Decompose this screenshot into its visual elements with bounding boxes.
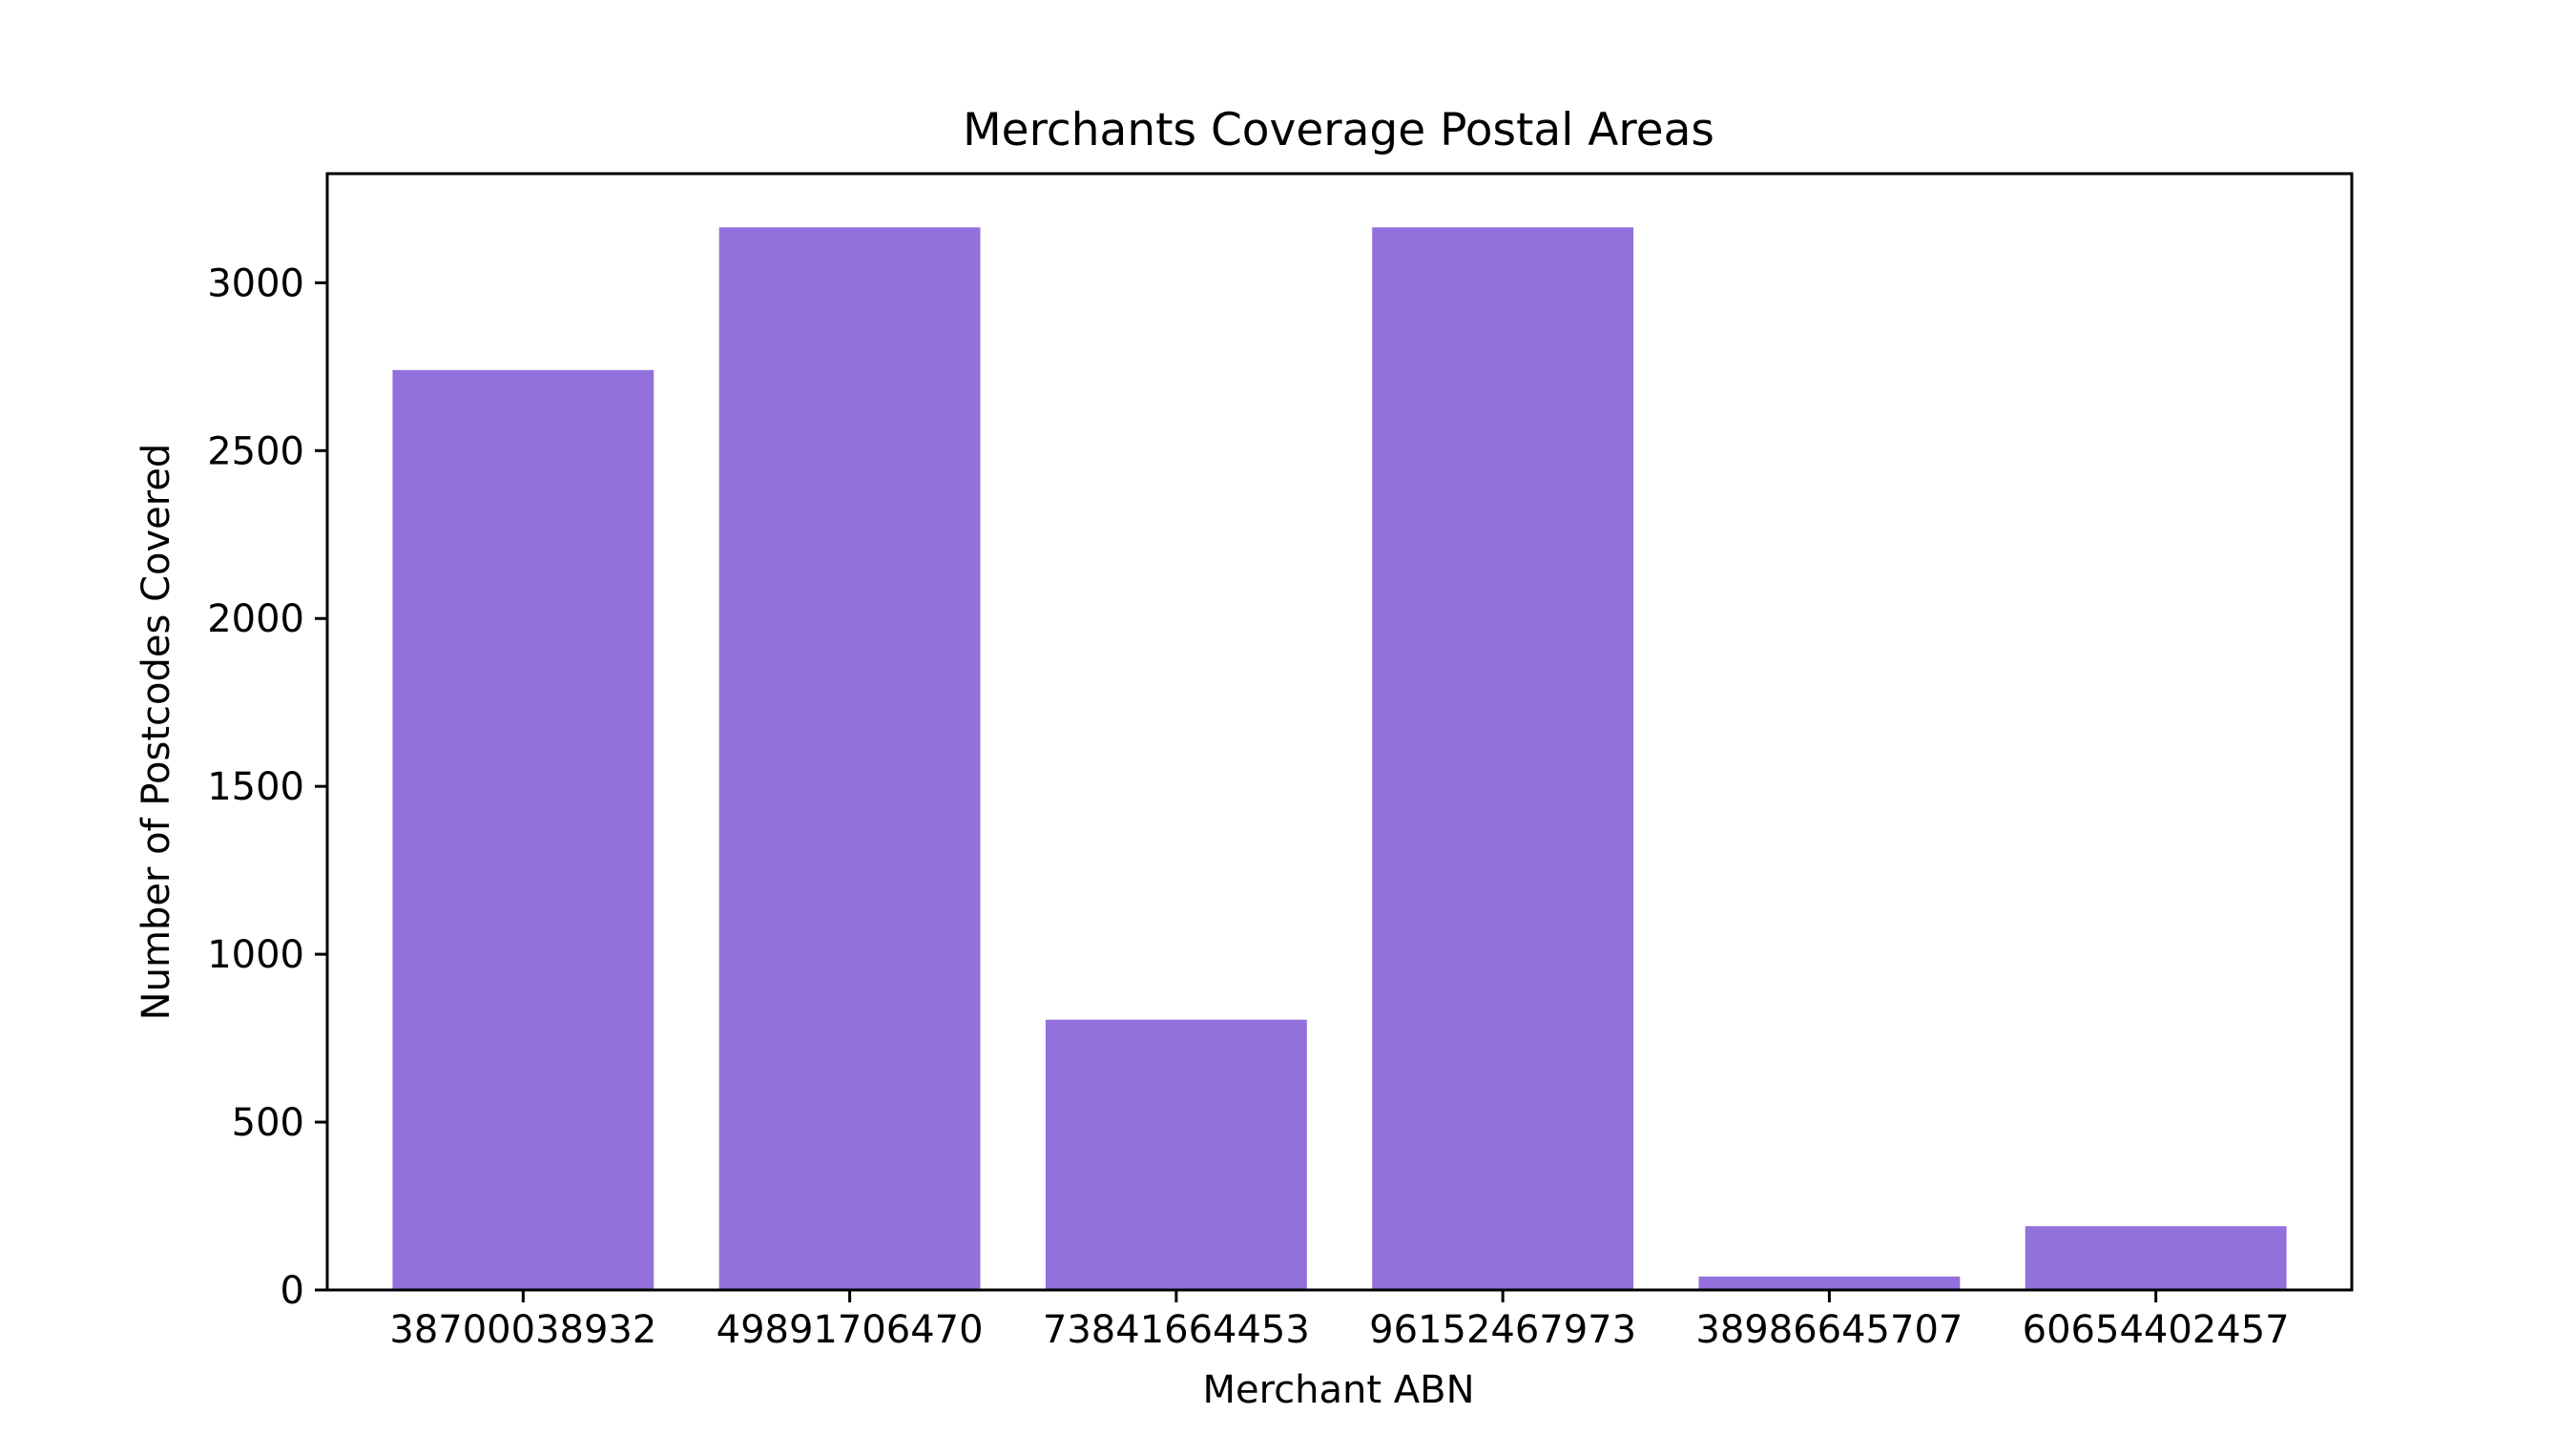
- y-tick-label: 2500: [207, 429, 304, 473]
- y-tick-label: 3000: [207, 261, 304, 305]
- plot-frame: [325, 172, 2354, 1292]
- y-tick-label: 2000: [207, 597, 304, 641]
- y-tick-label: 1000: [207, 933, 304, 977]
- x-tick-label: 38986645707: [1695, 1308, 1963, 1352]
- bar-73841664453: [1045, 1019, 1307, 1290]
- bar-96152467973: [1372, 227, 1634, 1290]
- x-tick-label: 96152467973: [1369, 1308, 1636, 1352]
- x-axis-label: Merchant ABN: [1202, 1368, 1474, 1412]
- x-tick-label: 60654402457: [2023, 1308, 2290, 1352]
- x-axis: 38700038932 49891706470 73841664453 9615246…: [389, 1290, 2290, 1352]
- y-axis: 0 500 1000 1500 2000 2500 3000: [207, 261, 327, 1313]
- bar-49891706470: [718, 227, 981, 1290]
- bar-38700038932: [392, 369, 654, 1290]
- bar-60654402457: [2025, 1226, 2287, 1290]
- bars-group: [392, 227, 2287, 1290]
- chart-title: Merchants Coverage Postal Areas: [963, 104, 1714, 156]
- bar-38986645707: [1698, 1276, 1961, 1290]
- x-tick-label: 49891706470: [717, 1308, 984, 1352]
- y-tick-label: 0: [280, 1269, 304, 1313]
- y-tick-label: 500: [232, 1101, 304, 1145]
- y-tick-label: 1500: [207, 765, 304, 809]
- y-axis-label: Number of Postcodes Covered: [135, 444, 178, 1021]
- x-tick-label: 38700038932: [389, 1308, 656, 1352]
- x-tick-label: 73841664453: [1043, 1308, 1310, 1352]
